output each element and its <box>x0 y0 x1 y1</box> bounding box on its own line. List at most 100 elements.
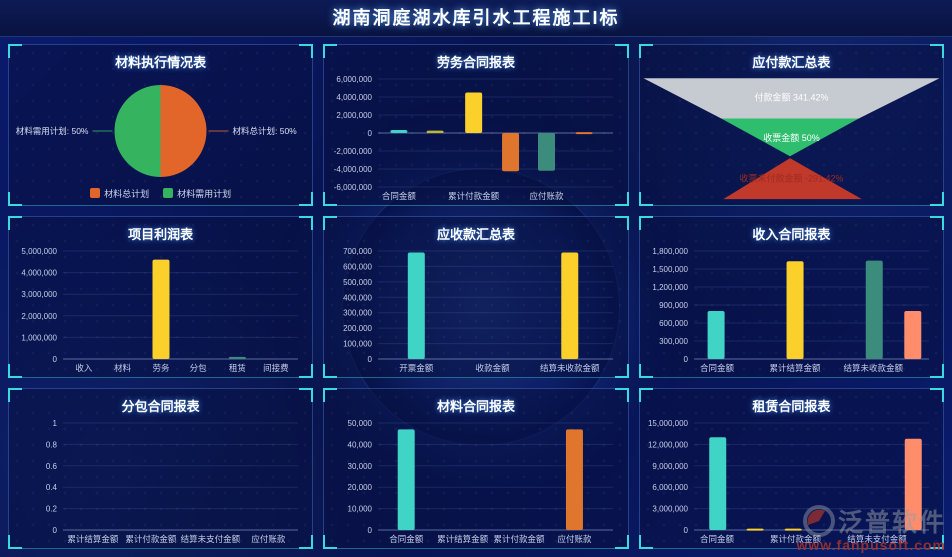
bar[interactable] <box>707 311 725 359</box>
corner-accent <box>299 192 314 206</box>
pie-slice[interactable] <box>114 85 161 177</box>
panel-title: 应付款汇总表 <box>752 55 831 70</box>
x-category-label: 累计结算金额 <box>67 534 119 544</box>
bar[interactable] <box>390 130 408 133</box>
y-tick-label: 400,000 <box>343 293 372 302</box>
lease-contract-chart-svg: 15,000,000 12,000,000 9,000,000 6,000,000 3,… <box>648 419 929 544</box>
y-tick-label: 1,800,000 <box>652 247 688 256</box>
x-category-label: 分包 <box>190 363 208 373</box>
x-category-label: 结算未收款金额 <box>843 363 903 373</box>
corner-accent <box>323 535 338 549</box>
bar[interactable] <box>228 356 246 359</box>
corner-accent <box>930 388 944 402</box>
x-category-label: 开票金额 <box>400 363 435 373</box>
corner-accent <box>614 388 629 402</box>
bar[interactable] <box>426 130 444 133</box>
bar[interactable] <box>903 311 921 359</box>
pie-legend: 材料总计划 材料需用计划 <box>11 185 310 201</box>
y-tick-label: 2,000,000 <box>337 111 373 120</box>
y-tick-label: 100,000 <box>343 340 372 349</box>
bar[interactable] <box>561 252 579 359</box>
x-category-label: 间接费 <box>263 363 289 373</box>
corner-accent <box>299 364 314 378</box>
y-tick-label: 12,000,000 <box>648 440 689 449</box>
bar[interactable] <box>465 92 483 134</box>
bar[interactable] <box>786 261 804 359</box>
project-profit-chart: 5,000,000 4,000,000 3,000,000 2,000,000 1,00… <box>11 245 310 375</box>
bar[interactable] <box>904 438 922 530</box>
panel-project-profit: 项目利润表 5,000,000 4,000,000 3,000,000 2,000,0… <box>8 216 314 378</box>
labor-contract-chart: 6,000,000 4,000,000 2,000,000 0 -2,000,000 -4… <box>326 73 625 203</box>
corner-accent <box>614 364 629 378</box>
pie-callout-label: 材料需用计划: 50% <box>16 126 89 136</box>
y-tick-label: 5,000,000 <box>21 247 57 256</box>
corner-accent <box>299 216 314 230</box>
legend-item[interactable]: 材料总计划 <box>90 187 149 200</box>
y-tick-label: 1,500,000 <box>652 265 688 274</box>
bar[interactable] <box>398 429 416 530</box>
y-tick-label: 200,000 <box>343 324 372 333</box>
y-tick-label: 2,000,000 <box>21 312 57 321</box>
y-tick-label: 40,000 <box>348 440 373 449</box>
corner-accent <box>930 192 944 206</box>
y-tick-label: 500,000 <box>343 278 372 287</box>
x-category-label: 累计付款金额 <box>770 534 822 544</box>
bar[interactable] <box>784 528 802 531</box>
corner-accent <box>614 216 629 230</box>
corner-accent <box>930 216 944 230</box>
panel-title: 分包合同报表 <box>121 399 200 414</box>
corner-accent <box>638 535 653 549</box>
bar[interactable] <box>538 133 556 171</box>
corner-accent <box>638 44 653 58</box>
bar[interactable] <box>152 259 170 359</box>
y-tick-label: 600,000 <box>343 262 372 271</box>
bar[interactable] <box>566 429 584 530</box>
panel-title: 收入合同报表 <box>752 227 831 242</box>
y-tick-label: 0 <box>683 355 688 364</box>
bar[interactable] <box>408 252 426 359</box>
y-tick-label: -2,000,000 <box>334 147 373 156</box>
pie-slice[interactable] <box>160 85 207 177</box>
x-category-label: 材料 <box>114 363 132 373</box>
y-tick-label: 0 <box>53 355 58 364</box>
receivable-summary-chart-svg: 700,000 600,000 500,000 400,000 300,000 200,0… <box>343 247 614 373</box>
corner-accent <box>323 192 338 206</box>
panel-material-contract: 材料合同报表 50,000 40,000 30,000 20,000 10,000 0 合同… <box>323 388 629 549</box>
bar[interactable] <box>502 133 520 172</box>
corner-accent <box>323 44 338 58</box>
corner-accent <box>638 192 653 206</box>
panel-lease-contract: 租赁合同报表 15,000,000 12,000,000 9,000,000 6,00… <box>638 388 944 549</box>
corner-accent <box>614 192 629 206</box>
y-tick-label: 1 <box>53 419 58 428</box>
legend-item[interactable]: 材料需用计划 <box>163 187 231 200</box>
bar[interactable] <box>708 437 726 530</box>
bar[interactable] <box>746 528 764 531</box>
bar[interactable] <box>865 260 883 359</box>
corner-accent <box>323 388 338 402</box>
funnel-segment[interactable] <box>643 78 940 119</box>
y-tick-label: 0 <box>368 129 373 138</box>
funnel-label: 收票金额 50% <box>763 132 820 143</box>
panel-labor-contract: 劳务合同报表 6,000,000 4,000,000 2,000,000 0 -2,00… <box>323 44 629 206</box>
corner-accent <box>614 44 629 58</box>
corner-accent <box>930 535 944 549</box>
corner-accent <box>8 388 22 402</box>
watermark: 泛普软件 www.fanpusoft.com <box>797 503 946 553</box>
x-category-label: 结算未支付金额 <box>847 534 907 544</box>
watermark-url: www.fanpusoft.com <box>796 537 946 553</box>
subcontract-chart: 1 0.8 0.6 0.4 0.2 0 累计结算金额 累计付款金额 结算未支付金额 应付账款 <box>11 417 310 546</box>
funnel-label: 付款金额 341.42% <box>754 92 828 103</box>
y-tick-label: 4,000,000 <box>337 93 373 102</box>
panel-receivable-summary: 应收款汇总表 700,000 600,000 500,000 400,000 300,0… <box>323 216 629 378</box>
bar[interactable] <box>575 132 593 135</box>
funnel-segment[interactable] <box>722 158 862 200</box>
x-category-label: 劳务 <box>152 363 170 373</box>
y-tick-label: 1,000,000 <box>21 333 57 342</box>
corner-accent <box>614 535 629 549</box>
y-tick-label: 6,000,000 <box>652 483 688 492</box>
corner-accent <box>323 364 338 378</box>
funnel-segment[interactable] <box>720 118 859 157</box>
x-category-label: 合同金额 <box>700 363 735 373</box>
panel-title: 材料执行情况表 <box>115 55 207 70</box>
income-contract-chart-svg: 1,800,000 1,500,000 1,200,000 900,000 600,00… <box>652 247 929 373</box>
